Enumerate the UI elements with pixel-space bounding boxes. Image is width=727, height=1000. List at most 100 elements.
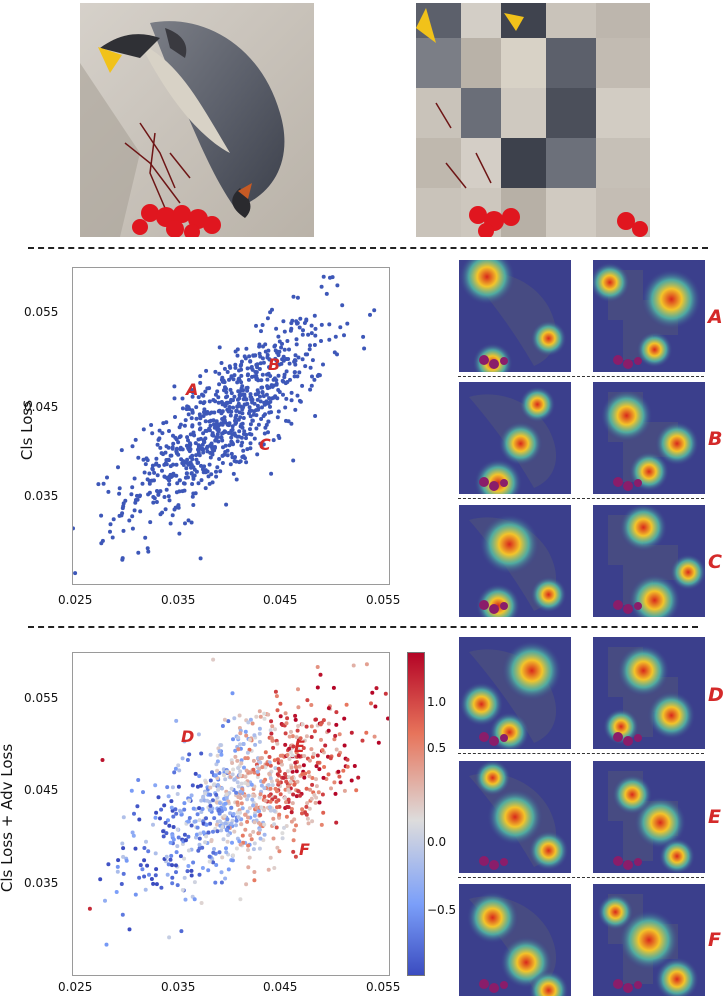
scatter-point	[344, 702, 349, 707]
scatter-point	[307, 774, 312, 779]
scatter-point	[289, 819, 294, 824]
plot2-ytick: 0.055	[24, 691, 59, 705]
scatter-point	[177, 489, 182, 494]
scatter-point	[222, 773, 226, 778]
scatter-point	[215, 822, 219, 827]
scatter-point	[248, 770, 253, 775]
scatter-point	[204, 780, 208, 785]
scatter-point	[268, 404, 272, 409]
scatter-point	[182, 832, 187, 837]
scatter-point	[304, 804, 309, 809]
scatter-point	[155, 473, 160, 478]
scatter-point	[220, 724, 225, 728]
scatter-point	[258, 399, 263, 404]
scatter-point	[185, 404, 190, 409]
scatter-point	[245, 447, 250, 452]
scatter-point	[244, 386, 249, 390]
scatter-point	[223, 801, 228, 806]
scatter-point	[280, 357, 285, 362]
scatter-point	[302, 738, 307, 743]
scatter-point	[269, 719, 274, 724]
scatter-point	[305, 816, 310, 821]
scatter-point	[176, 763, 181, 768]
scatter-point	[233, 365, 238, 370]
scatter-point	[205, 386, 210, 391]
scatter-point	[176, 784, 181, 789]
scatter-point	[294, 735, 299, 740]
scatter-point	[286, 784, 291, 789]
attention-hotspot	[670, 554, 705, 591]
scatter-point	[142, 846, 147, 850]
scatter-point	[252, 793, 257, 798]
scatter-point	[291, 849, 296, 854]
scatter-point	[308, 365, 313, 370]
scatter-point	[168, 857, 173, 862]
scatter-point	[164, 420, 169, 425]
scatter-point	[130, 514, 135, 519]
scatter-point	[165, 872, 170, 877]
scatter-point	[287, 734, 292, 739]
scatter-point	[258, 394, 262, 399]
scatter-point	[351, 663, 356, 668]
scatter-point	[145, 863, 150, 868]
scatter-point	[224, 827, 229, 832]
scatter-point	[273, 727, 277, 732]
scatter-point	[349, 778, 354, 783]
scatter-point	[166, 794, 171, 799]
scatter-point	[141, 427, 146, 432]
scatter-point	[257, 351, 262, 356]
scatter-point	[257, 831, 262, 835]
scatter-point	[214, 419, 219, 424]
scatter-point	[251, 412, 256, 417]
scatter-point	[280, 831, 285, 836]
scatter-point	[222, 419, 226, 423]
scatter-point	[232, 394, 237, 399]
scatter-point	[196, 848, 201, 853]
scatter-point	[138, 509, 143, 514]
scatter-point	[310, 776, 315, 780]
scatter-point	[214, 469, 218, 474]
scatter-point	[318, 722, 323, 727]
scatter-point	[185, 461, 190, 466]
scatter-point	[242, 354, 247, 359]
scatter-point	[168, 521, 173, 526]
scatter-point	[247, 432, 252, 436]
scatter-point	[310, 374, 314, 379]
scatter-point	[252, 870, 257, 874]
scatter-point	[166, 818, 170, 823]
scatter-point	[238, 773, 243, 778]
scatter-point	[275, 741, 280, 746]
scatter-point	[224, 846, 228, 851]
scatter-point	[324, 291, 329, 296]
scatter-point	[356, 775, 361, 780]
scatter-point	[291, 294, 296, 299]
scatter-point	[162, 803, 167, 808]
scatter-point	[218, 469, 223, 474]
scatter-point	[283, 731, 288, 736]
scatter-point	[190, 783, 195, 788]
scatter-point	[192, 467, 197, 472]
scatter-point	[234, 823, 238, 828]
scatter-point	[117, 486, 122, 491]
scatter-point	[222, 415, 227, 420]
scatter-point	[364, 662, 369, 667]
scatter-point	[145, 477, 150, 482]
scatter-point	[270, 783, 275, 788]
scatter-point	[262, 822, 267, 827]
scatter-point	[185, 435, 190, 440]
scatter-point	[314, 777, 318, 782]
scatter-point	[288, 377, 292, 382]
scatter-point	[202, 464, 207, 469]
scatter-point	[312, 729, 317, 734]
scatter-point	[127, 927, 132, 932]
scatter-point	[286, 797, 291, 802]
scatter-point	[208, 803, 213, 808]
scatter-point	[186, 848, 191, 853]
scatter-point	[295, 374, 300, 379]
scatter-point	[242, 402, 247, 407]
scatter-point	[334, 747, 339, 752]
scatter-point	[268, 374, 273, 378]
scatter-point	[180, 756, 185, 761]
scatter-point	[157, 463, 161, 468]
scatter-point	[121, 854, 126, 859]
